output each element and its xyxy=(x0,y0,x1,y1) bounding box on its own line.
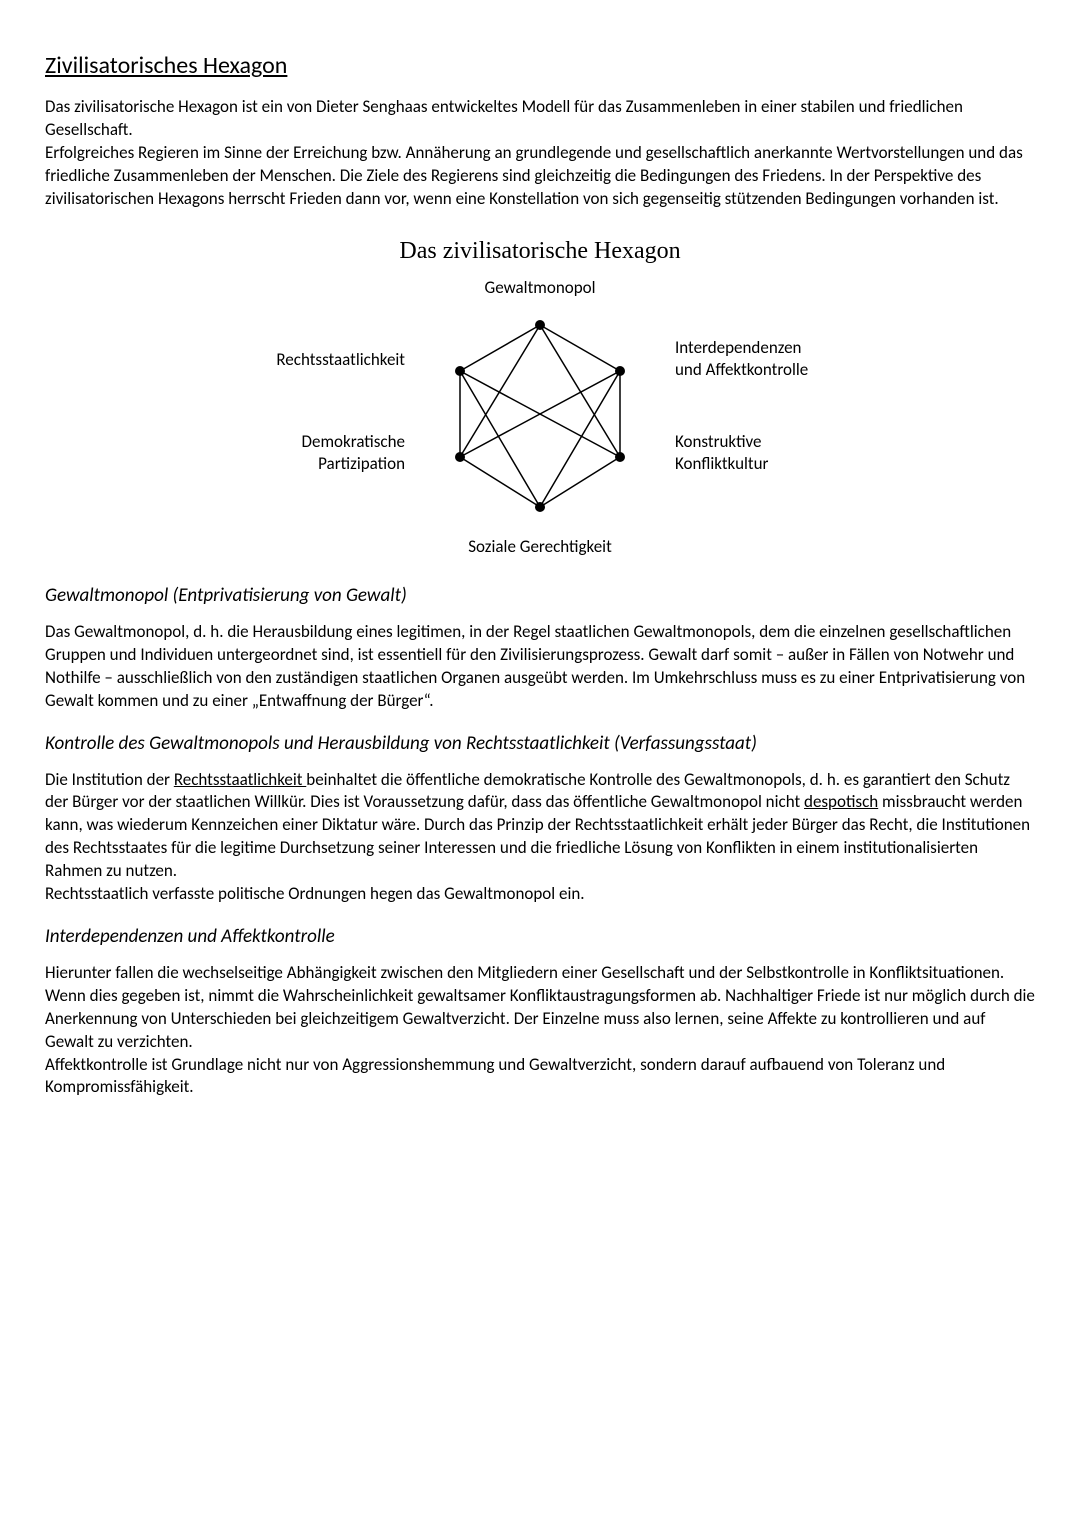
intro-block: Das zivilisatorische Hexagon ist ein von… xyxy=(45,96,1035,211)
diagram-title: Das zivilisatorische Hexagon xyxy=(45,235,1035,267)
section-1-paragraph: Das Gewaltmonopol, d. h. die Herausbildu… xyxy=(45,621,1035,713)
section-3-paragraph-1: Hierunter fallen die wechselseitige Abhä… xyxy=(45,962,1035,1054)
hexagon-canvas: Gewaltmonopol Rechtsstaatlichkeit Interd… xyxy=(230,277,850,557)
hex-label-upper-left: Rechtsstaatlichkeit xyxy=(276,349,405,370)
s2-p1-underline-2: despotisch xyxy=(804,791,878,812)
hex-label-bottom: Soziale Gerechtigkeit xyxy=(468,536,612,557)
section-title-1: Gewaltmonopol (Entprivatisierung von Gew… xyxy=(45,583,1035,609)
hex-label-lr-line1: Konstruktive xyxy=(675,431,762,452)
hexagon-diagram: Das zivilisatorische Hexagon Gewaltmonop… xyxy=(45,235,1035,557)
page-title: Zivilisatorisches Hexagon xyxy=(45,50,1035,82)
hex-label-ll-line1: Demokratische xyxy=(302,431,405,452)
s2-p1-part-a: Die Institution der xyxy=(45,769,174,790)
section-title-2: Kontrolle des Gewaltmonopols und Herausb… xyxy=(45,731,1035,757)
s2-p1-underline-1: Rechtsstaatlichkeit xyxy=(174,769,306,790)
section-gewaltmonopol: Gewaltmonopol (Entprivatisierung von Gew… xyxy=(45,583,1035,712)
section-rechtsstaatlichkeit: Kontrolle des Gewaltmonopols und Herausb… xyxy=(45,731,1035,906)
intro-paragraph-2: Erfolgreiches Regieren im Sinne der Erre… xyxy=(45,142,1035,211)
hex-label-ur-line2: und Affektkontrolle xyxy=(675,359,808,380)
hex-label-top: Gewaltmonopol xyxy=(484,277,595,298)
section-2-paragraph-1: Die Institution der Rechtsstaatlichkeit … xyxy=(45,769,1035,884)
hexagon-svg xyxy=(410,307,670,527)
hex-label-upper-right: Interdependenzen und Affektkontrolle xyxy=(675,337,808,380)
section-3-paragraph-2: Affektkontrolle ist Grundlage nicht nur … xyxy=(45,1054,1035,1100)
hex-label-lower-right: Konstruktive Konfliktkultur xyxy=(675,431,768,474)
section-2-paragraph-2: Rechtsstaatlich verfasste politische Ord… xyxy=(45,883,1035,906)
hex-label-ll-line2: Partizipation xyxy=(318,453,405,474)
section-interdependenzen: Interdependenzen und Affektkontrolle Hie… xyxy=(45,924,1035,1099)
hex-label-lr-line2: Konfliktkultur xyxy=(675,453,768,474)
section-title-3: Interdependenzen und Affektkontrolle xyxy=(45,924,1035,950)
hex-label-lower-left: Demokratische Partizipation xyxy=(302,431,405,474)
hex-label-ur-line1: Interdependenzen xyxy=(675,337,801,358)
intro-paragraph-1: Das zivilisatorische Hexagon ist ein von… xyxy=(45,96,1035,142)
